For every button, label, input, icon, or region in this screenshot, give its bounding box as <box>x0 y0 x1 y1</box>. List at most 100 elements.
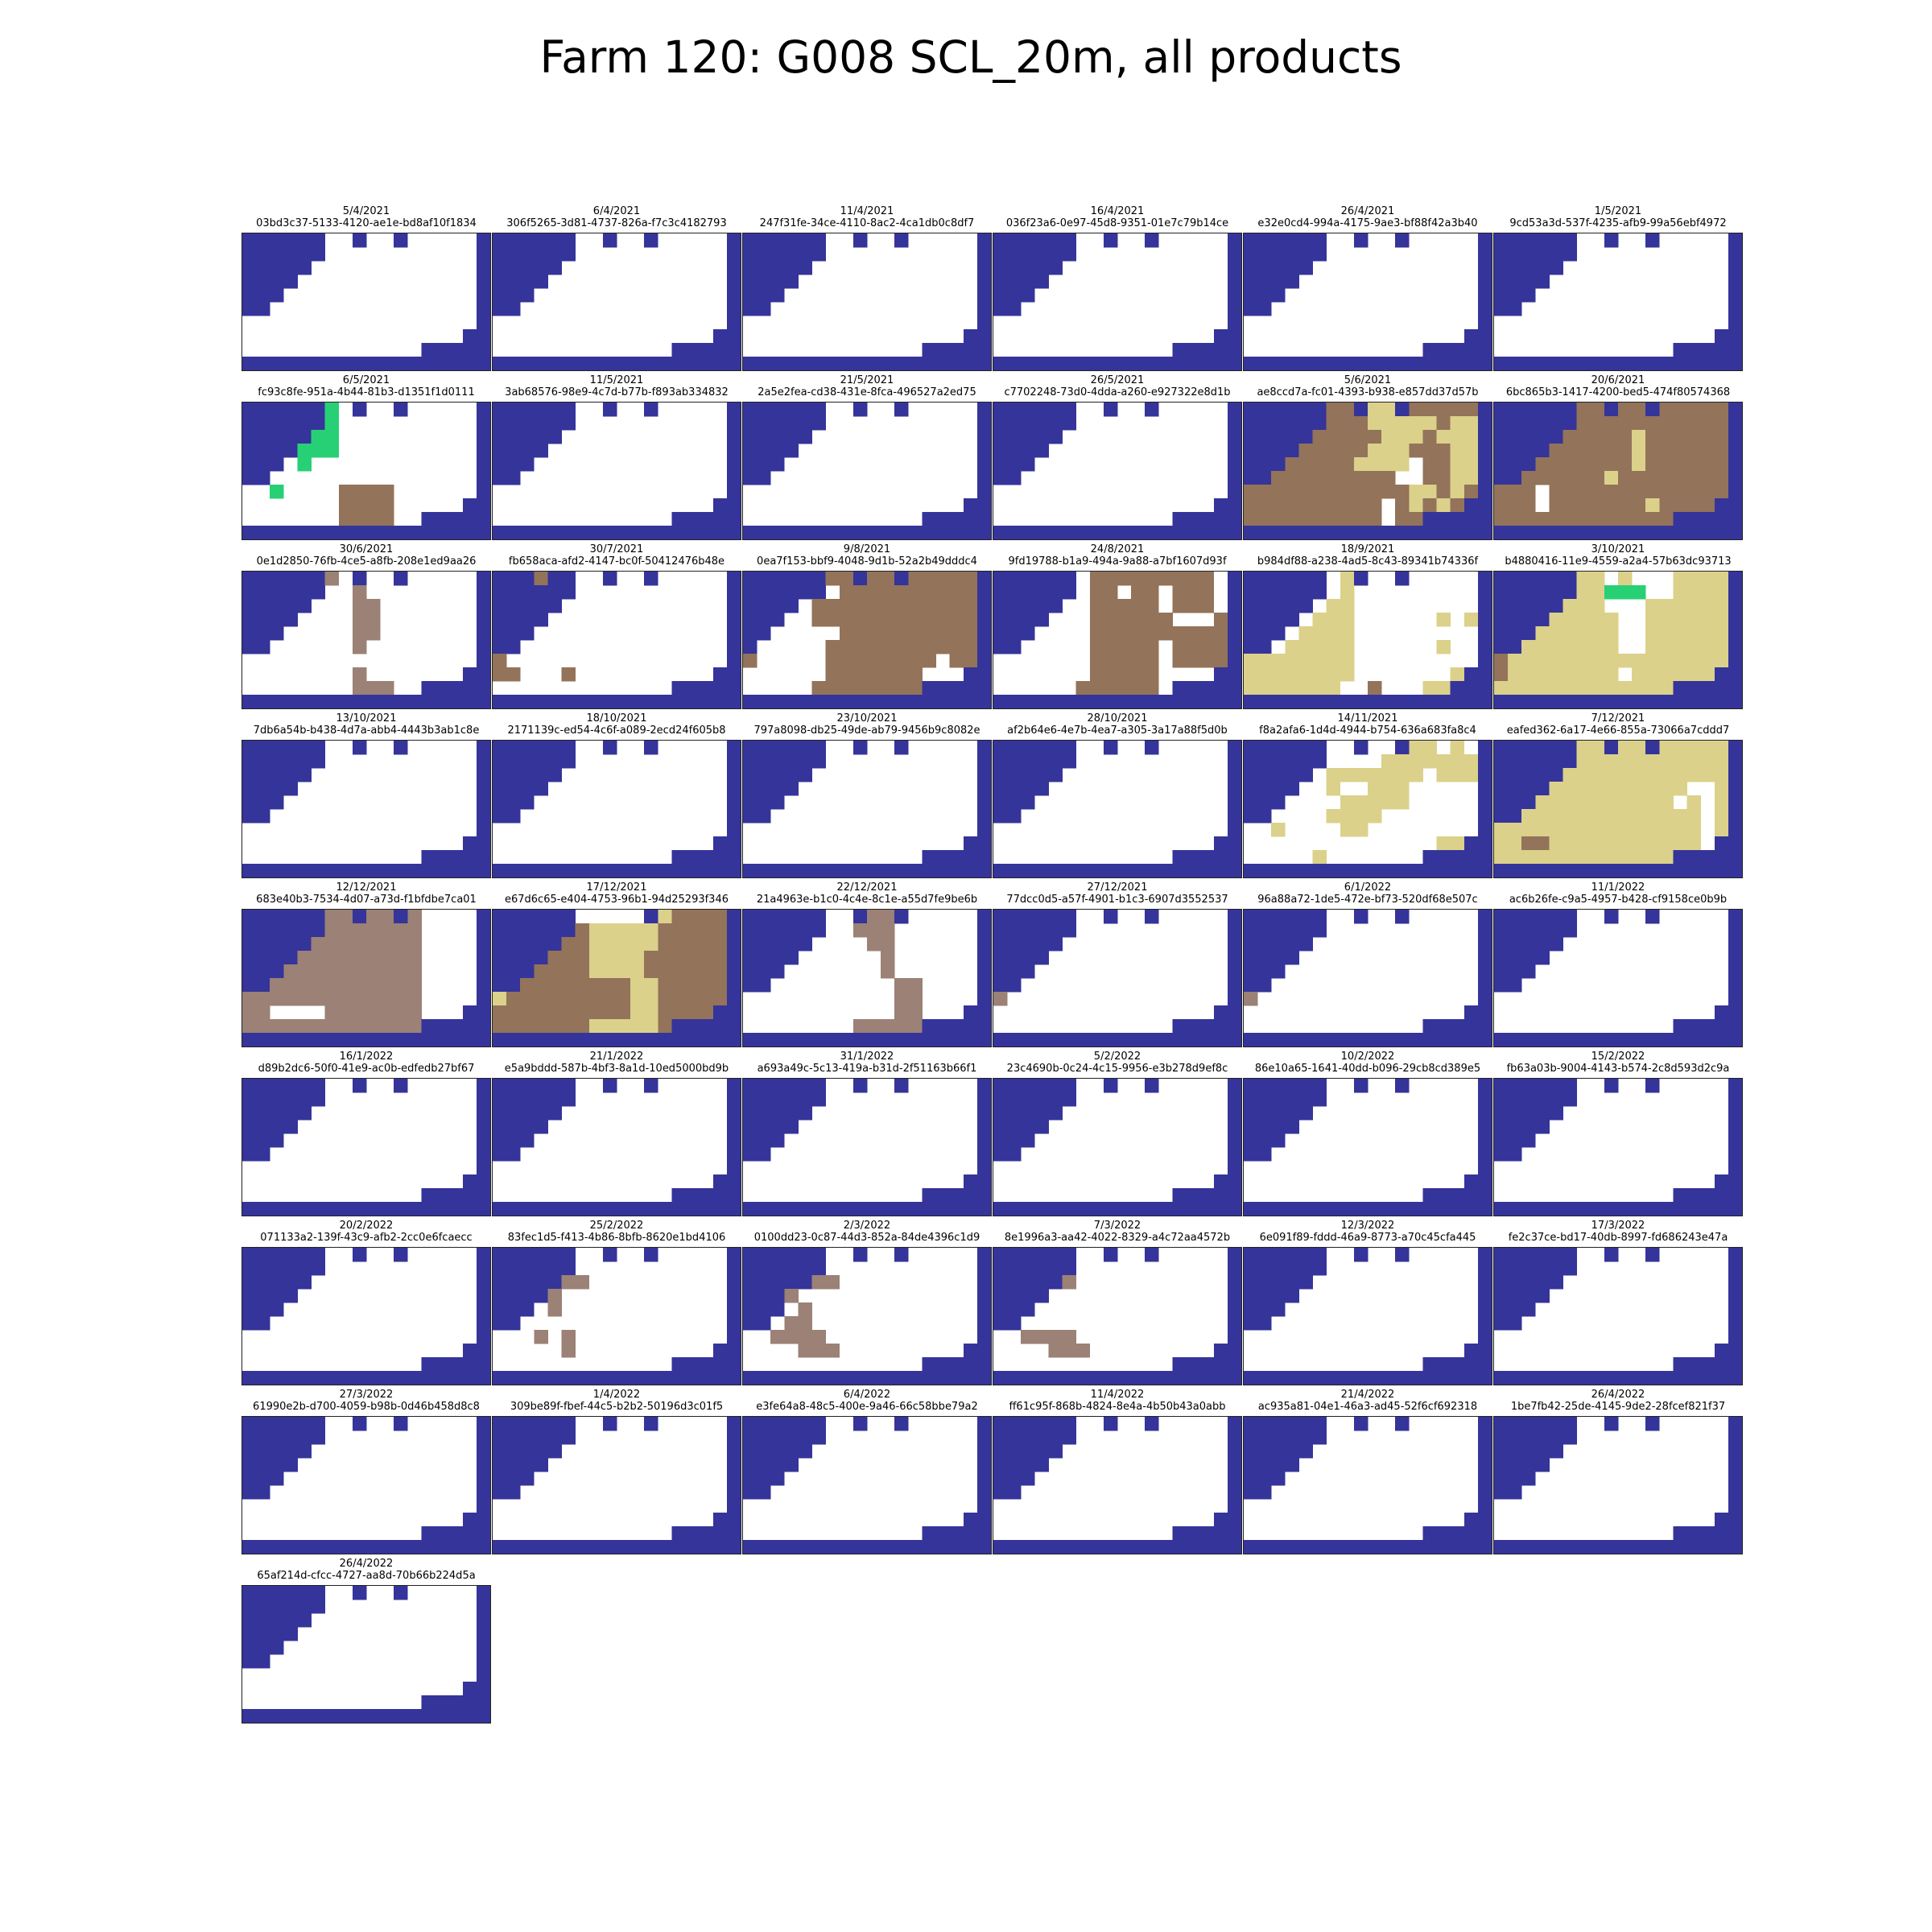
scl-cell <box>1549 823 1563 837</box>
scl-cell <box>1271 1106 1286 1121</box>
panel: 21/4/2022 ac935a81-04e1-46a3-ad45-52f6cf6… <box>1243 1389 1492 1558</box>
scl-cell <box>726 1526 741 1541</box>
scl-cell <box>1158 626 1173 641</box>
scl-cell <box>1563 640 1578 654</box>
scl-cell <box>1007 640 1022 654</box>
scl-cell <box>1381 782 1396 796</box>
scl-cell <box>520 1371 535 1385</box>
scl-cell <box>1131 1033 1146 1046</box>
scl-cell <box>1271 923 1286 938</box>
scl-cell <box>976 1330 991 1344</box>
scl-cell <box>352 1248 367 1262</box>
scl-cell <box>394 1005 408 1020</box>
scl-cell <box>1285 951 1299 965</box>
scl-cell <box>1494 910 1509 924</box>
scl-cell <box>380 526 394 539</box>
scl-cell <box>1213 526 1228 539</box>
scl-cell <box>784 1316 799 1331</box>
scl-cell <box>1422 1033 1437 1046</box>
scl-cell <box>352 572 367 586</box>
scl-cell <box>297 910 312 924</box>
scl-cell <box>993 1302 1008 1317</box>
scl-cell <box>1645 402 1660 417</box>
scl-cell <box>270 1133 284 1148</box>
scl-cell <box>1257 1430 1272 1445</box>
scl-cell <box>1381 754 1396 769</box>
scl-cell <box>1227 910 1241 924</box>
scl-cell <box>1021 1033 1035 1046</box>
scl-cell <box>1714 485 1729 499</box>
scl-cell <box>1131 667 1146 682</box>
scl-cell <box>270 964 284 979</box>
scl-heatmap <box>493 402 741 539</box>
scl-cell <box>547 1092 562 1107</box>
scl-cell <box>493 864 507 877</box>
scl-cell <box>726 1079 741 1093</box>
scl-cell <box>784 1289 799 1303</box>
scl-cell <box>1494 233 1509 248</box>
scl-cell <box>407 992 422 1006</box>
scl-cell <box>1728 343 1742 357</box>
scl-cell <box>476 1005 490 1020</box>
scl-cell <box>242 599 257 613</box>
scl-cell <box>1521 741 1536 755</box>
scl-cell <box>588 1540 604 1554</box>
scl-cell <box>256 416 270 431</box>
scl-cell <box>770 1275 785 1290</box>
scl-cell <box>561 992 576 1006</box>
scl-cell <box>1021 1248 1035 1262</box>
panel: 6/4/2022 e3fe64a8-48c5-400e-9a46-66c58bbe… <box>742 1389 992 1558</box>
scl-cell <box>1227 1133 1241 1148</box>
panel-product-id: e67d6c65-e404-4753-96b1-94d25293f346 <box>504 894 729 906</box>
scl-cell <box>852 626 868 641</box>
scl-cell <box>575 864 590 877</box>
scl-cell <box>270 357 284 370</box>
scl-cell <box>1244 471 1258 485</box>
panel-title: 22/12/2021 21a4963e-b1c0-4c4e-8c1e-a55d7f… <box>738 881 996 906</box>
scl-cell <box>1686 1371 1702 1385</box>
scl-cell <box>1590 613 1605 627</box>
scl-cell <box>561 247 576 262</box>
scl-cell <box>1563 923 1578 938</box>
scl-cell <box>1227 1485 1241 1500</box>
scl-cell <box>1271 1120 1286 1134</box>
scl-cell <box>1007 1092 1022 1107</box>
scl-cell <box>644 695 658 708</box>
scl-cell <box>297 585 312 600</box>
scl-cell <box>798 1261 812 1276</box>
scl-cell <box>976 1188 991 1203</box>
scl-cell <box>1172 512 1187 526</box>
scl-cell <box>256 1092 270 1107</box>
scl-cell <box>311 1202 326 1216</box>
scl-cell <box>534 1417 548 1431</box>
scl-cell <box>493 640 507 654</box>
scl-cell <box>588 964 604 979</box>
scl-cell <box>476 1485 490 1500</box>
scl-cell <box>1298 233 1313 248</box>
scl-cell <box>448 1371 464 1385</box>
scl-cell <box>1604 681 1619 696</box>
scl-cell <box>685 850 700 865</box>
scl-cell <box>1257 681 1272 696</box>
scl-cell <box>506 992 521 1006</box>
scl-cell <box>1494 1371 1509 1385</box>
scl-cell <box>380 681 394 696</box>
scl-cell <box>1395 1079 1410 1093</box>
scl-cell <box>547 923 562 938</box>
scl-heatmap <box>493 1079 741 1216</box>
scl-cell <box>324 402 340 417</box>
scl-cell <box>685 951 700 965</box>
scl-cell <box>1117 1371 1132 1385</box>
scl-cell <box>338 357 353 370</box>
scl-cell <box>1563 754 1578 769</box>
scl-cell <box>1117 654 1132 668</box>
scl-cell <box>1007 768 1022 782</box>
scl-cell <box>561 526 576 539</box>
scl-cell <box>270 1641 284 1655</box>
scl-cell <box>1632 823 1646 837</box>
scl-cell <box>1521 654 1536 668</box>
scl-cell <box>1659 782 1674 796</box>
scl-cell <box>1686 1357 1702 1372</box>
scl-cell <box>1117 1202 1132 1216</box>
scl-cell <box>1131 695 1146 708</box>
